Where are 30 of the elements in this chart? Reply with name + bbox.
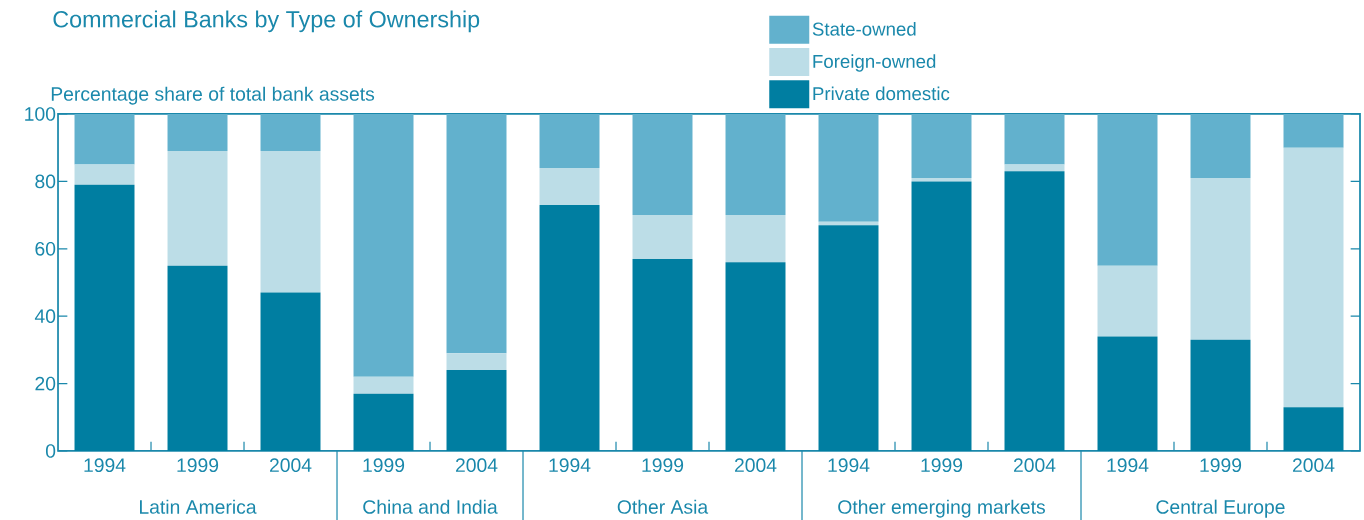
x-tick-label: 1999 — [1200, 458, 1242, 473]
x-tick-label: 2004 — [269, 458, 312, 473]
legend-label: Foreign-owned — [813, 54, 936, 72]
y-axis-title: Percentage share of total bank assets — [51, 86, 375, 105]
x-tick-label: 1999 — [642, 458, 684, 473]
x-tick-label: 1994 — [84, 458, 126, 473]
y-tick-label: 20 — [35, 376, 56, 391]
y-tick-label: 80 — [35, 174, 56, 189]
x-tick-label: 1999 — [921, 458, 963, 473]
y-tick-label: 0 — [45, 444, 56, 458]
y-tick-label: 60 — [35, 241, 56, 256]
y-tick-label: 100 — [25, 107, 56, 121]
x-tick-label: 1994 — [1107, 458, 1149, 473]
text: China and India — [363, 499, 498, 514]
text: Latin America — [140, 499, 257, 514]
text: Other Asia — [617, 499, 709, 514]
text: Other emerging markets — [838, 499, 1045, 518]
x-tick-label: 1999 — [177, 458, 219, 473]
legend-label: State-owned — [812, 22, 916, 36]
text: Central Europe — [1156, 499, 1285, 518]
y-tick-label: 40 — [34, 309, 56, 324]
x-tick-label: 2004 — [1292, 458, 1335, 473]
legend-label: Private domestic — [813, 86, 950, 101]
x-tick-label: 1999 — [363, 458, 405, 473]
chart-title: Commercial Banks by Type of Ownership — [53, 10, 480, 33]
x-tick-label: 2004 — [455, 458, 498, 473]
x-tick-label: 1994 — [549, 458, 591, 473]
x-tick-label: 1994 — [828, 458, 870, 473]
x-tick-label: 2004 — [734, 458, 777, 473]
x-tick-label: 2004 — [1013, 458, 1056, 473]
